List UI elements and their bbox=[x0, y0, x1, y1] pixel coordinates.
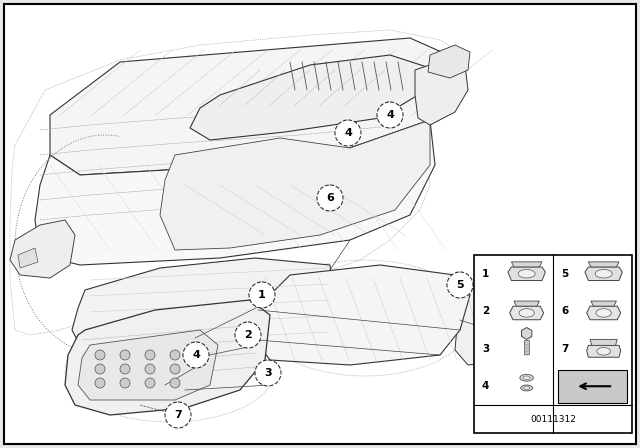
Text: 2: 2 bbox=[486, 307, 494, 317]
Text: 1: 1 bbox=[482, 269, 489, 279]
Text: 4: 4 bbox=[386, 110, 394, 120]
Polygon shape bbox=[514, 301, 540, 306]
Text: 00111312: 00111312 bbox=[530, 414, 576, 423]
Circle shape bbox=[170, 364, 180, 374]
Text: 3: 3 bbox=[482, 344, 489, 354]
Circle shape bbox=[95, 364, 105, 374]
Text: 1: 1 bbox=[258, 290, 266, 300]
Polygon shape bbox=[190, 55, 430, 140]
Text: 3: 3 bbox=[264, 368, 272, 378]
Bar bbox=[524, 340, 529, 354]
Circle shape bbox=[170, 378, 180, 388]
Polygon shape bbox=[591, 301, 616, 306]
Text: 7: 7 bbox=[561, 344, 568, 354]
Text: 6: 6 bbox=[561, 306, 568, 316]
Polygon shape bbox=[455, 280, 530, 365]
Ellipse shape bbox=[597, 348, 611, 355]
Polygon shape bbox=[160, 120, 430, 250]
Polygon shape bbox=[585, 267, 622, 280]
Circle shape bbox=[120, 364, 130, 374]
Circle shape bbox=[145, 364, 155, 374]
Polygon shape bbox=[50, 38, 455, 175]
Text: 5: 5 bbox=[561, 269, 568, 279]
Polygon shape bbox=[78, 330, 218, 400]
Circle shape bbox=[145, 378, 155, 388]
Circle shape bbox=[95, 350, 105, 360]
Text: 4: 4 bbox=[482, 381, 490, 391]
Polygon shape bbox=[509, 306, 543, 320]
Text: 5: 5 bbox=[456, 280, 464, 290]
Circle shape bbox=[317, 185, 343, 211]
Text: 4: 4 bbox=[344, 128, 352, 138]
Circle shape bbox=[145, 350, 155, 360]
Text: 2: 2 bbox=[244, 330, 252, 340]
Ellipse shape bbox=[519, 309, 534, 317]
Circle shape bbox=[235, 322, 261, 348]
Polygon shape bbox=[588, 262, 619, 267]
Circle shape bbox=[335, 120, 361, 146]
Circle shape bbox=[170, 350, 180, 360]
Polygon shape bbox=[428, 45, 470, 78]
Ellipse shape bbox=[595, 270, 612, 278]
Circle shape bbox=[95, 378, 105, 388]
Text: 6: 6 bbox=[326, 193, 334, 203]
Text: 7: 7 bbox=[174, 410, 182, 420]
Polygon shape bbox=[522, 327, 532, 340]
Circle shape bbox=[512, 295, 538, 321]
Bar bbox=[558, 370, 627, 403]
Circle shape bbox=[377, 102, 403, 128]
Circle shape bbox=[255, 360, 281, 386]
Polygon shape bbox=[415, 58, 468, 125]
Text: 4: 4 bbox=[192, 350, 200, 360]
Polygon shape bbox=[587, 306, 621, 320]
Ellipse shape bbox=[521, 385, 532, 391]
Polygon shape bbox=[35, 120, 435, 265]
Circle shape bbox=[183, 342, 209, 368]
Ellipse shape bbox=[524, 387, 530, 389]
Ellipse shape bbox=[524, 376, 530, 379]
Circle shape bbox=[249, 282, 275, 308]
Text: 2: 2 bbox=[482, 306, 489, 316]
Circle shape bbox=[477, 299, 503, 325]
Text: 4: 4 bbox=[521, 303, 529, 313]
Polygon shape bbox=[18, 248, 38, 268]
Ellipse shape bbox=[596, 309, 611, 317]
Ellipse shape bbox=[518, 270, 535, 278]
Circle shape bbox=[165, 402, 191, 428]
Polygon shape bbox=[587, 345, 621, 357]
Polygon shape bbox=[255, 265, 470, 365]
Bar bbox=[474, 255, 632, 433]
Circle shape bbox=[447, 272, 473, 298]
Circle shape bbox=[120, 378, 130, 388]
Polygon shape bbox=[65, 300, 270, 415]
Polygon shape bbox=[508, 267, 545, 280]
Polygon shape bbox=[511, 262, 542, 267]
Circle shape bbox=[120, 350, 130, 360]
Polygon shape bbox=[10, 220, 75, 278]
Ellipse shape bbox=[520, 375, 534, 381]
Polygon shape bbox=[72, 258, 335, 362]
Polygon shape bbox=[590, 340, 617, 345]
